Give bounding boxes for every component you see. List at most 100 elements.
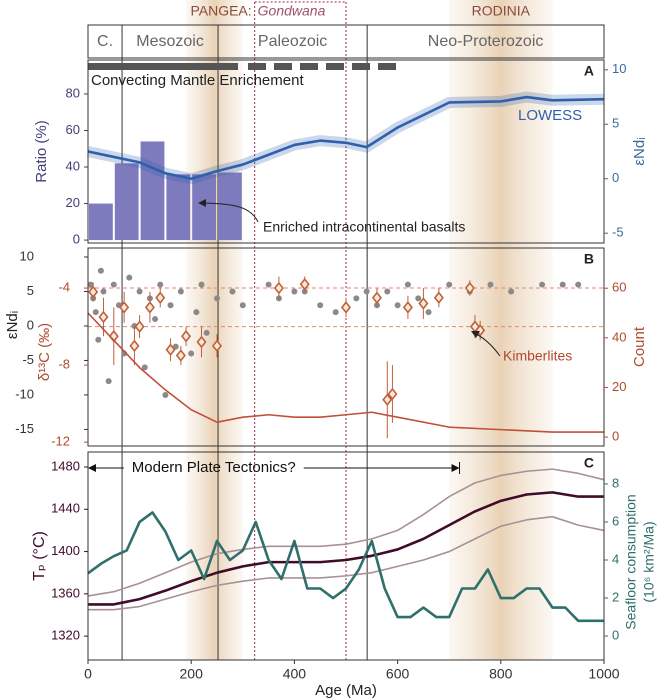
bar	[140, 141, 165, 241]
enrichment-dash	[300, 63, 318, 70]
tick-label: -12	[51, 434, 70, 449]
tick-label: 1320	[51, 628, 80, 643]
x-tick-label: 600	[386, 666, 410, 682]
point	[95, 336, 102, 343]
point	[126, 274, 133, 281]
era-bar	[87, 24, 605, 59]
bar	[89, 203, 113, 241]
tick-label: 0	[27, 317, 34, 332]
tick-label: 1440	[51, 501, 80, 516]
diamond	[165, 343, 176, 356]
tick-label: 20	[612, 379, 626, 394]
era-label: Paleozoic	[258, 33, 327, 50]
line	[88, 515, 605, 611]
tick-label: 1480	[51, 458, 80, 473]
supercontinent-label: PANGEA:	[190, 3, 251, 19]
tick-label: -10	[15, 386, 34, 401]
series-label: LOWESS	[518, 107, 582, 124]
tick-label: 0	[73, 232, 80, 247]
diamond	[134, 320, 145, 333]
tick-label: 60	[612, 280, 626, 295]
point	[136, 288, 143, 295]
panel-label: B	[584, 251, 594, 267]
x-tick-label: 200	[180, 666, 204, 682]
enrichment-dash	[326, 63, 344, 70]
point	[384, 288, 391, 295]
diamond	[382, 393, 393, 407]
axis-label: Count	[631, 326, 648, 367]
axis-label: Ratio (%)	[33, 120, 50, 183]
point	[141, 364, 148, 371]
point	[193, 309, 200, 316]
panel-frame	[87, 59, 605, 244]
tick-label: 5	[612, 116, 619, 131]
bar	[192, 174, 216, 241]
tick-label: 40	[612, 329, 626, 344]
arrow-head	[451, 464, 460, 472]
axis-label: Seafloor consumption	[623, 494, 639, 629]
era-label: C.	[97, 33, 113, 50]
diamond	[98, 310, 109, 324]
point	[152, 316, 159, 323]
arrow-head	[198, 199, 206, 207]
line	[87, 468, 605, 597]
point	[404, 281, 411, 288]
diamond	[88, 285, 99, 299]
line	[87, 511, 604, 623]
tick-label: 0	[612, 170, 619, 185]
diamond	[371, 291, 382, 304]
diamond	[119, 301, 130, 314]
highlight-band	[449, 0, 553, 660]
diamond	[464, 281, 475, 295]
bar	[166, 174, 191, 241]
bar	[218, 172, 242, 241]
point	[177, 288, 184, 295]
point	[87, 281, 94, 288]
enrichment-dash	[248, 63, 266, 70]
tick-label: -15	[15, 421, 34, 436]
line	[87, 312, 604, 433]
point	[239, 302, 246, 309]
diamond	[129, 339, 140, 353]
point	[265, 281, 272, 288]
x-tick-label: 0	[84, 666, 92, 682]
diamond	[387, 387, 398, 401]
tick-label: -8	[58, 357, 70, 372]
diamond	[144, 301, 155, 314]
panel-label: C	[584, 455, 594, 471]
arrow-head	[471, 331, 480, 338]
tick-label: 0	[612, 429, 619, 444]
line	[88, 491, 604, 606]
tick-label: 4	[612, 551, 619, 566]
panel-frame	[87, 247, 605, 447]
tick-label: -4	[58, 279, 70, 294]
era-label: Mesozoic	[136, 33, 204, 50]
annotation-arrow	[203, 202, 259, 223]
point	[110, 281, 117, 288]
diamond	[175, 349, 186, 362]
panel-frame	[87, 451, 605, 661]
diamond	[340, 301, 352, 314]
supercontinent-sub-label: Gondwana	[258, 3, 326, 19]
diamond	[196, 335, 207, 349]
diamond	[433, 291, 444, 304]
enrichment-dash	[378, 63, 396, 70]
annotation: Modern Plate Tectonics?	[132, 459, 296, 476]
x-tick-label: 1000	[588, 666, 619, 682]
tick-label: -5	[612, 225, 624, 240]
diamond	[402, 301, 413, 314]
point	[92, 309, 99, 316]
panel-label: A	[584, 63, 594, 79]
tick-label: 80	[66, 85, 80, 100]
diamond	[181, 329, 192, 343]
point	[487, 281, 494, 288]
x-axis-label: Age (Ma)	[315, 682, 377, 699]
point	[363, 288, 370, 295]
tick-label: 10	[20, 248, 34, 263]
point	[100, 288, 107, 295]
annotation: Enriched intracontinental basalts	[263, 219, 465, 235]
tick-label: 60	[66, 122, 80, 137]
point	[203, 329, 210, 336]
tick-label: 6	[612, 513, 619, 528]
